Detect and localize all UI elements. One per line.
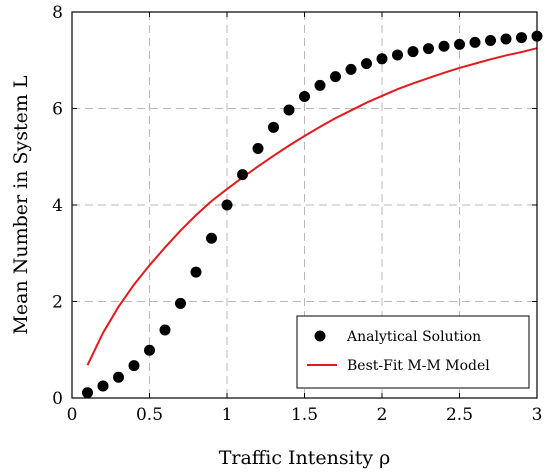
data-point — [299, 90, 310, 102]
data-point — [330, 71, 341, 83]
x-tick-label: 2.5 — [446, 405, 473, 425]
data-point — [113, 371, 124, 383]
data-point — [128, 360, 140, 372]
x-tick-label: 3 — [532, 405, 543, 425]
data-point — [82, 387, 93, 399]
analytical-series — [82, 30, 543, 399]
legend: Analytical Solution Best-Fit M-M Model — [296, 315, 530, 389]
x-tick-label: 0.5 — [136, 405, 163, 425]
data-point — [423, 43, 434, 55]
best-fit-series — [86, 47, 538, 366]
x-tick-label: 0 — [67, 405, 78, 425]
data-point — [469, 36, 481, 48]
legend-marker-analytical — [314, 330, 326, 342]
data-point — [159, 324, 171, 336]
best-fit-line — [86, 47, 538, 366]
data-point — [314, 79, 326, 91]
data-point — [345, 63, 357, 75]
data-point — [392, 49, 403, 61]
legend-label-best-fit: Best-Fit M-M Model — [347, 358, 490, 374]
y-axis-label: Mean Number in System L — [10, 75, 32, 334]
y-tick-label: 8 — [52, 3, 63, 23]
y-tick-label: 0 — [52, 389, 63, 409]
data-point — [206, 232, 217, 244]
x-tick-label: 1.5 — [291, 405, 318, 425]
data-point — [175, 297, 186, 309]
data-point — [361, 58, 372, 70]
x-axis-label: Traffic Intensity ρ — [219, 447, 391, 469]
data-point — [283, 104, 295, 116]
data-point — [438, 40, 450, 52]
y-tick-label: 4 — [52, 196, 63, 216]
legend-box — [296, 315, 530, 389]
x-tick-label: 2 — [377, 405, 388, 425]
data-point — [97, 380, 109, 392]
y-tick-label: 2 — [52, 293, 63, 313]
data-point — [516, 32, 527, 44]
legend-label-analytical: Analytical Solution — [346, 329, 481, 345]
y-tick-label: 6 — [52, 100, 63, 120]
data-point — [454, 38, 465, 50]
data-point — [190, 266, 202, 278]
data-point — [144, 344, 155, 356]
plot-frame — [71, 11, 538, 399]
data-point — [407, 46, 419, 58]
data-point — [376, 53, 388, 65]
data-point — [485, 34, 496, 46]
data-point — [500, 33, 512, 45]
data-point — [252, 143, 264, 155]
tick-labels: 0 0.5 1 1.5 2 2.5 3 0 2 4 6 8 — [52, 3, 542, 425]
data-point — [268, 121, 279, 133]
data-point — [221, 199, 233, 211]
x-tick-label: 1 — [222, 405, 233, 425]
data-point — [237, 169, 248, 181]
